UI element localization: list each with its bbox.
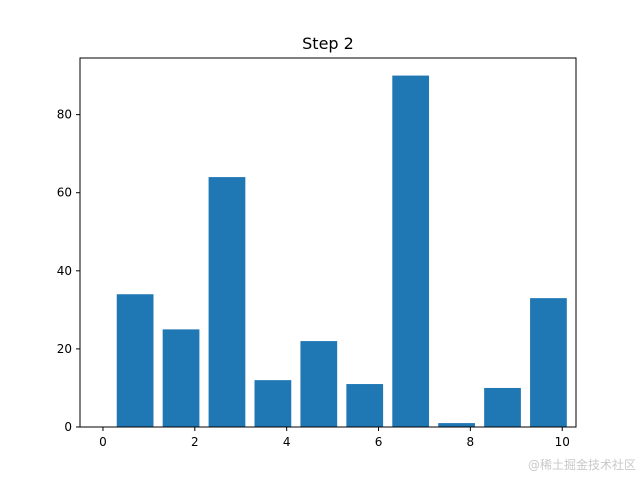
y-tick-label: 80 bbox=[57, 108, 72, 122]
x-tick-label: 10 bbox=[555, 435, 570, 449]
y-tick-label: 40 bbox=[57, 264, 72, 278]
bars-group bbox=[116, 75, 567, 427]
bar bbox=[116, 294, 154, 427]
bar bbox=[208, 177, 246, 427]
x-axis: 0 2 4 6 8 10 bbox=[99, 427, 570, 449]
watermark-text: @稀土掘金技术社区 bbox=[527, 458, 636, 472]
bar bbox=[392, 75, 430, 427]
y-axis: 0 20 40 60 80 bbox=[57, 108, 80, 434]
chart-title: Step 2 bbox=[302, 34, 354, 53]
x-tick-label: 2 bbox=[191, 435, 199, 449]
bar bbox=[346, 384, 384, 427]
x-tick-label: 8 bbox=[467, 435, 475, 449]
x-tick-label: 0 bbox=[99, 435, 107, 449]
y-tick-label: 20 bbox=[57, 342, 72, 356]
bar bbox=[530, 298, 567, 427]
bar bbox=[254, 380, 292, 427]
y-tick-label: 0 bbox=[64, 420, 72, 434]
bar bbox=[300, 341, 338, 427]
bar bbox=[162, 329, 200, 427]
x-tick-label: 4 bbox=[283, 435, 291, 449]
plot-frame bbox=[79, 57, 577, 428]
x-tick-label: 6 bbox=[375, 435, 383, 449]
y-tick-label: 60 bbox=[57, 186, 72, 200]
bar bbox=[438, 423, 475, 427]
bar bbox=[484, 387, 521, 427]
